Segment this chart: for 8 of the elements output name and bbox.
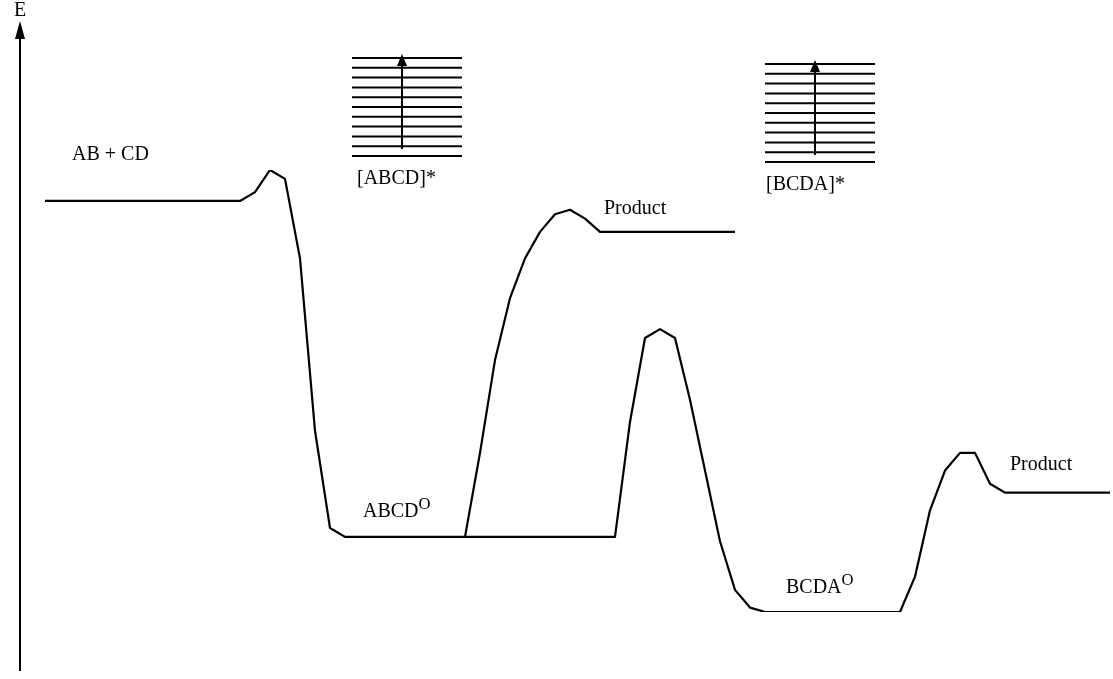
text: E bbox=[14, 0, 27, 21]
text: AB + CD bbox=[72, 142, 149, 165]
annotation: [ABCD]* bbox=[357, 166, 436, 189]
annotation: [BCDA]* bbox=[766, 172, 845, 195]
annotation: ABCD$^{O}$ bbox=[363, 494, 431, 522]
annotation: Product bbox=[1010, 452, 1073, 475]
annotation: BCDA$^{O}$ bbox=[786, 570, 854, 598]
annotation: Product bbox=[604, 196, 667, 219]
